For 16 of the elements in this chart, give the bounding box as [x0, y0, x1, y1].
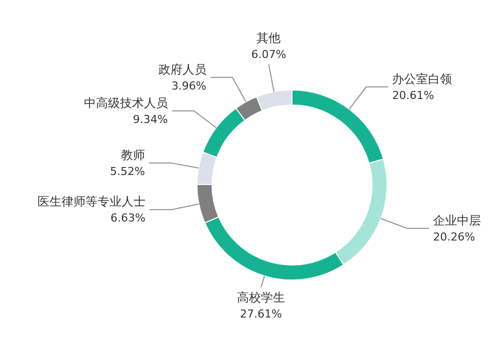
data-label: 6.07%	[251, 48, 286, 62]
data-label: 9.34%	[132, 112, 168, 126]
slice-label: 办公室白领	[392, 72, 452, 86]
data-label: 3.96%	[171, 79, 206, 92]
slice-label: 其他	[256, 31, 281, 46]
slice-label: 高校学生	[237, 290, 286, 304]
data-label: 6.63%	[110, 212, 146, 225]
data-label: 20.61%	[392, 88, 434, 102]
slice-label: 教师	[120, 148, 145, 162]
slice-label: 医生律师等专业人士	[37, 194, 146, 209]
slice-label: 政府人员	[158, 62, 206, 76]
data-label: 5.52%	[110, 164, 145, 178]
data-label: 27.61%	[240, 307, 282, 320]
data-label: 20.26%	[433, 230, 476, 244]
slice-label: 企业中层	[433, 213, 482, 228]
slice-label: 中高级技术人员	[84, 96, 168, 110]
